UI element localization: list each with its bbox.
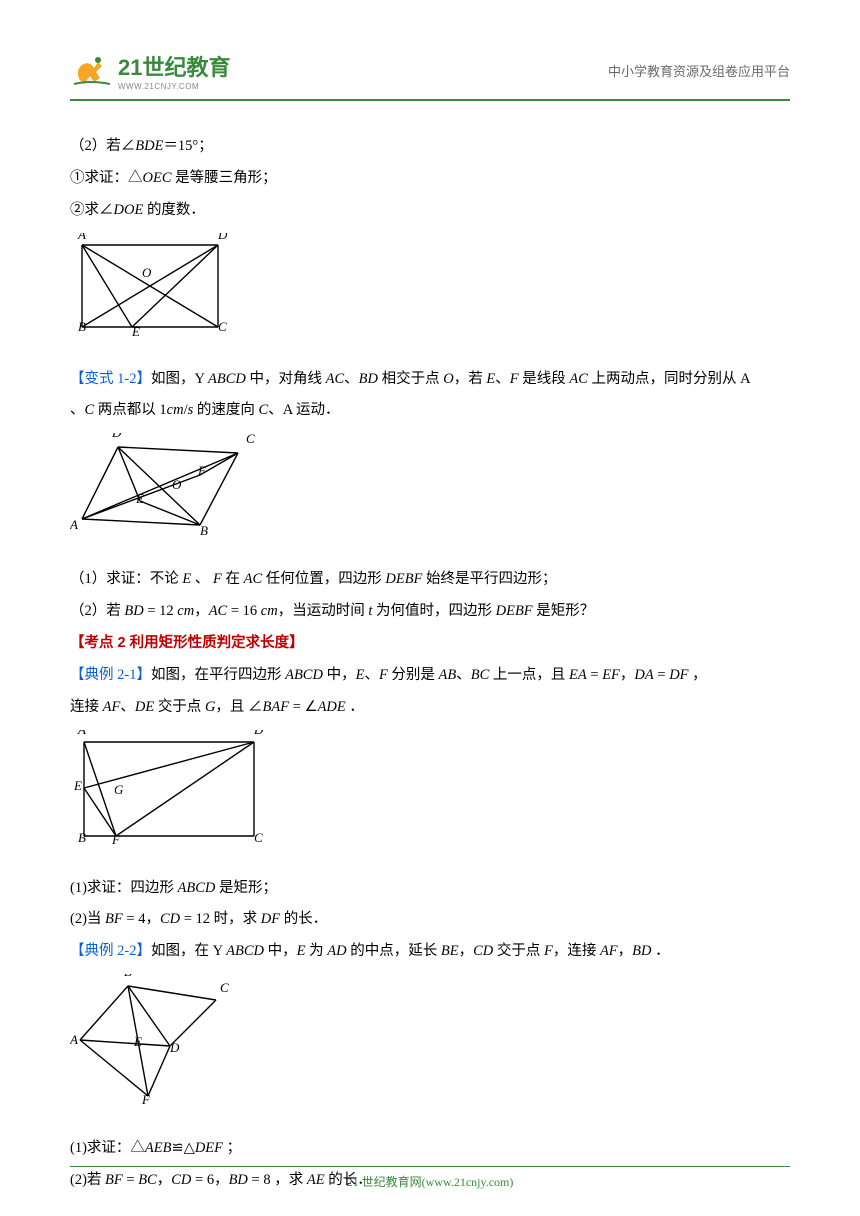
- page-header: 21世纪教育 WWW.21CNJY.COM 中小学教育资源及组卷应用平台: [70, 50, 790, 91]
- dianli-2-1-cont: 连接 AF、DE 交于点 G，且 ∠BAF = ∠ADE ．: [70, 692, 790, 724]
- dianli-2-1: 【典例 2-1】如图，在平行四边形 ABCD 中，E、F 分别是 AB、BC 上…: [70, 660, 790, 692]
- figure-2: D C A B E OF: [70, 433, 790, 556]
- svg-text:A: A: [70, 517, 78, 532]
- kaodian-2: 【考点 2 利用矩形性质判定求长度】: [70, 628, 790, 660]
- d22-q1: (1)求证：△AEB≌△DEF ；: [70, 1133, 790, 1165]
- parallelogram-diagram: D C A B E OF: [70, 433, 260, 543]
- svg-text:C: C: [220, 980, 229, 995]
- rectangle-diagram: A D B E C O: [70, 233, 230, 343]
- footer-divider: [70, 1166, 790, 1167]
- svg-text:A: A: [70, 1032, 78, 1047]
- footer-text: 21 世纪教育网(www.21cnjy.com): [0, 1173, 860, 1190]
- logo-sub: WWW.21CNJY.COM: [118, 82, 230, 91]
- q2: （2）若 BD = 12 cm，AC = 16 cm，当运动时间 t 为何值时，…: [70, 596, 790, 628]
- variant-1-2-cont: 、C 两点都以 1cm/s 的速度向 C、A 运动．: [70, 395, 790, 427]
- svg-text:F: F: [197, 463, 207, 478]
- svg-text:E: E: [133, 1034, 142, 1049]
- d21-q2: (2)当 BF = 4，CD = 12 时，求 DF 的长．: [70, 904, 790, 936]
- svg-text:B: B: [78, 830, 86, 845]
- runner-icon: [70, 54, 114, 88]
- page-footer: 21 世纪教育网(www.21cnjy.com): [0, 1166, 860, 1190]
- svg-text:A: A: [77, 233, 86, 242]
- svg-text:O: O: [172, 477, 182, 492]
- line-p2: ①求证：△OEC 是等腰三角形；: [70, 163, 790, 195]
- svg-text:E: E: [73, 778, 82, 793]
- header-divider: [70, 99, 790, 101]
- svg-text:D: D: [111, 433, 122, 440]
- svg-text:D: D: [217, 233, 228, 242]
- svg-text:O: O: [142, 265, 152, 280]
- q1: （1）求证：不论 E 、 F 在 AC 任何位置，四边形 DEBF 始终是平行四…: [70, 564, 790, 596]
- svg-text:G: G: [114, 782, 124, 797]
- svg-text:C: C: [254, 830, 263, 845]
- svg-text:F: F: [111, 832, 121, 847]
- document-content: （2）若∠BDE＝15°； ①求证：△OEC 是等腰三角形； ②求∠DOE 的度…: [70, 131, 790, 1197]
- d21-q1: (1)求证：四边形 ABCD 是矩形；: [70, 873, 790, 905]
- svg-text:B: B: [124, 974, 132, 979]
- variant-1-2: 【变式 1-2】如图，Y ABCD 中，对角线 AC、BD 相交于点 O，若 E…: [70, 364, 790, 396]
- figure-1: A D B E C O: [70, 233, 790, 356]
- svg-text:C: C: [246, 433, 255, 446]
- svg-text:A: A: [77, 730, 86, 737]
- line-p3: ②求∠DOE 的度数．: [70, 195, 790, 227]
- svg-text:C: C: [218, 319, 227, 334]
- logo-text-block: 21世纪教育 WWW.21CNJY.COM: [118, 50, 230, 91]
- figure-3: A D E G B F C: [70, 730, 790, 865]
- logo: 21世纪教育 WWW.21CNJY.COM: [70, 50, 230, 91]
- svg-text:E: E: [135, 491, 144, 506]
- svg-text:B: B: [200, 523, 208, 538]
- figure-4: B C A E D F: [70, 974, 790, 1125]
- line-p1: （2）若∠BDE＝15°；: [70, 131, 790, 163]
- platform-label: 中小学教育资源及组卷应用平台: [608, 61, 790, 80]
- logo-main: 21世纪教育: [118, 55, 230, 80]
- rectangle-efg-diagram: A D E G B F C: [70, 730, 266, 852]
- dianli-2-2: 【典例 2-2】如图，在 Y ABCD 中，E 为 AD 的中点，延长 BE，C…: [70, 936, 790, 968]
- svg-text:D: D: [169, 1040, 180, 1055]
- svg-text:F: F: [141, 1092, 151, 1107]
- svg-text:D: D: [253, 730, 264, 737]
- svg-text:E: E: [131, 324, 140, 339]
- svg-text:B: B: [78, 319, 86, 334]
- quadrilateral-diagram: B C A E D F: [70, 974, 230, 1112]
